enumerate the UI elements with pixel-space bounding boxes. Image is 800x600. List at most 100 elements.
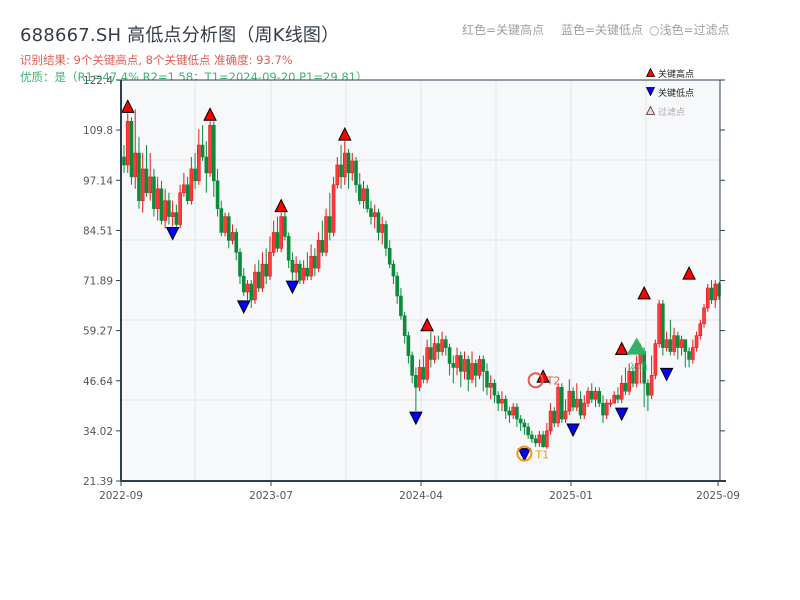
candle-down [387, 248, 392, 265]
light-triangle-icon [645, 104, 658, 123]
candle-down [320, 240, 325, 253]
candle-up [253, 271, 257, 301]
candle-up [301, 267, 306, 281]
candle-down [286, 236, 291, 261]
legend-filtered-label: 过滤点 [658, 108, 686, 118]
candle-down [601, 402, 605, 416]
candle-down [328, 216, 332, 233]
candle-up [133, 152, 138, 178]
t2-label: T2 [546, 374, 561, 387]
candle-up [500, 398, 504, 404]
candle-down [159, 188, 164, 221]
candle-up [440, 339, 444, 352]
key-low-marker [285, 280, 300, 295]
grid-lines [121, 80, 720, 481]
candle-up [268, 251, 272, 277]
t2-ring [527, 372, 544, 389]
candle-up [342, 152, 347, 178]
candle-down [492, 383, 497, 396]
x-tick-label: 2022-09 [99, 490, 143, 502]
candle-up [653, 343, 658, 376]
candle-up [331, 184, 336, 233]
candle-up [705, 287, 710, 309]
candle-up [470, 363, 474, 380]
key-high-marker [337, 127, 352, 141]
candle-down [283, 216, 287, 237]
candle-down [481, 359, 486, 372]
legend-item-high: 关键高点 [645, 66, 695, 85]
y-tick-label: 21.39 [83, 476, 113, 488]
candle-up [548, 410, 553, 432]
key-low-marker [236, 300, 251, 315]
annotations: T1 T2 入场 [516, 337, 648, 462]
candle-down [219, 208, 224, 233]
key-point-markers [120, 99, 696, 462]
candle-up [586, 390, 590, 404]
candle-down [357, 184, 362, 201]
candle-down [174, 212, 179, 225]
candle-down [290, 259, 295, 273]
t1-ring [516, 445, 533, 462]
candle-down [212, 124, 216, 182]
candle-up [462, 359, 467, 372]
candle-down [204, 156, 209, 174]
candle-down [399, 295, 403, 317]
candle-up [163, 200, 167, 221]
red-up-triangle-icon [645, 66, 658, 85]
candle-up [477, 359, 482, 376]
candle-down [560, 386, 564, 420]
candle-up [189, 168, 194, 201]
candle-down [589, 390, 594, 400]
candle-down [402, 315, 407, 336]
candle-down [496, 394, 501, 404]
candle-down [709, 287, 714, 301]
candle-up [657, 303, 661, 344]
candle-down [238, 251, 242, 277]
candle-down [414, 375, 418, 388]
candle-down [421, 367, 426, 380]
chart-title: 688667.SH 高低点分析图（周K线图） [20, 25, 340, 46]
candle-down [129, 120, 134, 178]
candle-up [556, 386, 560, 424]
candle-down [616, 394, 620, 400]
candle-down [313, 255, 317, 269]
candle-up [140, 168, 145, 201]
key-high-marker [420, 317, 434, 332]
candle-up [197, 144, 201, 182]
key-low-marker [165, 226, 180, 241]
candle-up [649, 375, 654, 396]
candle-up [245, 283, 250, 293]
candles [122, 109, 721, 449]
candle-down [466, 359, 471, 380]
key-high-marker [274, 198, 288, 213]
candle-down [122, 156, 126, 166]
entry-marker [626, 337, 647, 355]
candle-down [200, 144, 205, 158]
candle-down [530, 434, 534, 440]
key-high-marker [682, 265, 696, 280]
candle-up [679, 339, 684, 348]
candle-down [623, 383, 628, 392]
y-tick-label: 71.89 [83, 276, 113, 288]
candle-up [619, 383, 624, 400]
candle-up [664, 339, 669, 348]
y-tick-label: 109.8 [83, 125, 113, 137]
candle-up [260, 263, 265, 289]
key-high-marker [614, 341, 629, 356]
candle-down [507, 410, 512, 416]
candle-down [305, 267, 310, 277]
candle-down [515, 406, 519, 420]
candle-down [137, 152, 141, 201]
legend-item-filtered: 过滤点 [645, 104, 694, 123]
candle-up [698, 323, 703, 336]
candle-up [230, 232, 235, 241]
y-tick-label: 97.14 [83, 175, 113, 187]
candle-up [271, 232, 276, 253]
legend-high-label: 关键高点 [658, 70, 695, 80]
candle-up [567, 390, 572, 412]
candle-down [451, 363, 456, 368]
candle-up [425, 347, 429, 380]
candle-up [335, 164, 340, 186]
inner-legend: 关键高点 关键低点 过滤点 [645, 66, 695, 123]
